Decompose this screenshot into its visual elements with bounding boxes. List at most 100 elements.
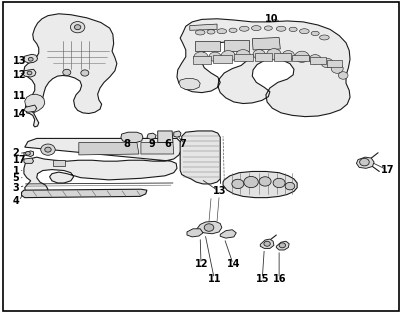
Ellipse shape — [207, 30, 215, 34]
Text: 2: 2 — [13, 148, 19, 158]
Ellipse shape — [239, 26, 249, 31]
Text: 11: 11 — [208, 274, 221, 284]
Bar — [292, 54, 308, 61]
Text: 8: 8 — [123, 139, 130, 149]
Bar — [309, 57, 325, 64]
Circle shape — [243, 177, 258, 188]
Text: 12: 12 — [194, 259, 208, 269]
Polygon shape — [176, 19, 349, 117]
Circle shape — [330, 64, 342, 73]
Text: 7: 7 — [178, 139, 185, 149]
Polygon shape — [189, 24, 217, 30]
Polygon shape — [24, 158, 33, 163]
Polygon shape — [146, 133, 156, 139]
Ellipse shape — [251, 26, 260, 31]
Circle shape — [70, 22, 85, 33]
Bar — [213, 55, 232, 63]
Polygon shape — [53, 160, 65, 167]
Text: 16: 16 — [272, 274, 286, 284]
Circle shape — [338, 72, 347, 79]
Polygon shape — [180, 131, 220, 184]
Ellipse shape — [195, 30, 205, 35]
Circle shape — [221, 51, 235, 62]
Text: 11: 11 — [13, 91, 26, 101]
Text: 12: 12 — [13, 70, 26, 80]
Polygon shape — [24, 14, 117, 127]
Text: 9: 9 — [148, 139, 154, 149]
Polygon shape — [252, 38, 279, 50]
Ellipse shape — [288, 27, 296, 32]
Circle shape — [235, 50, 250, 61]
Polygon shape — [157, 131, 172, 142]
Text: 15: 15 — [256, 274, 269, 284]
Circle shape — [28, 57, 33, 61]
Bar — [326, 60, 342, 67]
Polygon shape — [24, 105, 36, 112]
Ellipse shape — [299, 29, 308, 34]
Circle shape — [231, 179, 243, 189]
Polygon shape — [194, 41, 220, 51]
Circle shape — [45, 147, 51, 152]
Ellipse shape — [229, 28, 237, 33]
Circle shape — [308, 54, 320, 64]
Polygon shape — [275, 241, 288, 250]
Circle shape — [359, 158, 369, 166]
Polygon shape — [178, 79, 200, 90]
Polygon shape — [259, 239, 273, 249]
Circle shape — [26, 151, 30, 155]
Polygon shape — [22, 189, 146, 198]
Circle shape — [258, 177, 270, 186]
Polygon shape — [121, 132, 143, 142]
Polygon shape — [23, 69, 36, 77]
Circle shape — [74, 25, 81, 30]
Circle shape — [193, 52, 208, 63]
Ellipse shape — [275, 26, 285, 31]
Circle shape — [41, 144, 55, 155]
Circle shape — [253, 50, 264, 59]
Circle shape — [272, 178, 284, 188]
Polygon shape — [220, 230, 236, 238]
Ellipse shape — [263, 26, 271, 30]
Text: 1: 1 — [13, 166, 19, 176]
Circle shape — [263, 241, 269, 246]
Circle shape — [27, 71, 32, 75]
Polygon shape — [223, 172, 296, 198]
Ellipse shape — [217, 29, 226, 34]
Polygon shape — [186, 229, 203, 237]
Circle shape — [294, 51, 308, 62]
Text: 6: 6 — [164, 139, 170, 149]
Circle shape — [63, 69, 71, 75]
Text: 13: 13 — [213, 187, 226, 196]
Circle shape — [204, 224, 213, 231]
Text: 4: 4 — [13, 196, 19, 206]
Circle shape — [81, 70, 89, 76]
Polygon shape — [224, 40, 249, 51]
Circle shape — [282, 51, 294, 60]
Circle shape — [284, 182, 294, 190]
Circle shape — [320, 58, 332, 68]
Circle shape — [266, 49, 280, 60]
Polygon shape — [24, 54, 37, 63]
Polygon shape — [79, 142, 139, 155]
Polygon shape — [173, 131, 180, 137]
Text: 14: 14 — [227, 259, 240, 269]
Text: 10: 10 — [264, 14, 278, 24]
Text: 14: 14 — [13, 110, 26, 120]
Polygon shape — [196, 221, 221, 234]
Polygon shape — [24, 151, 33, 156]
Circle shape — [209, 52, 221, 61]
Circle shape — [278, 243, 285, 248]
Text: 3: 3 — [13, 183, 19, 193]
Bar — [273, 53, 290, 60]
Bar — [192, 56, 211, 64]
Polygon shape — [25, 94, 45, 113]
Ellipse shape — [310, 31, 318, 36]
Polygon shape — [356, 157, 373, 168]
Ellipse shape — [319, 35, 328, 40]
Bar — [233, 54, 253, 61]
Bar — [255, 53, 271, 60]
Polygon shape — [24, 138, 181, 194]
Text: 13: 13 — [13, 55, 26, 65]
Text: 5: 5 — [13, 173, 19, 183]
Text: 17: 17 — [379, 165, 393, 175]
